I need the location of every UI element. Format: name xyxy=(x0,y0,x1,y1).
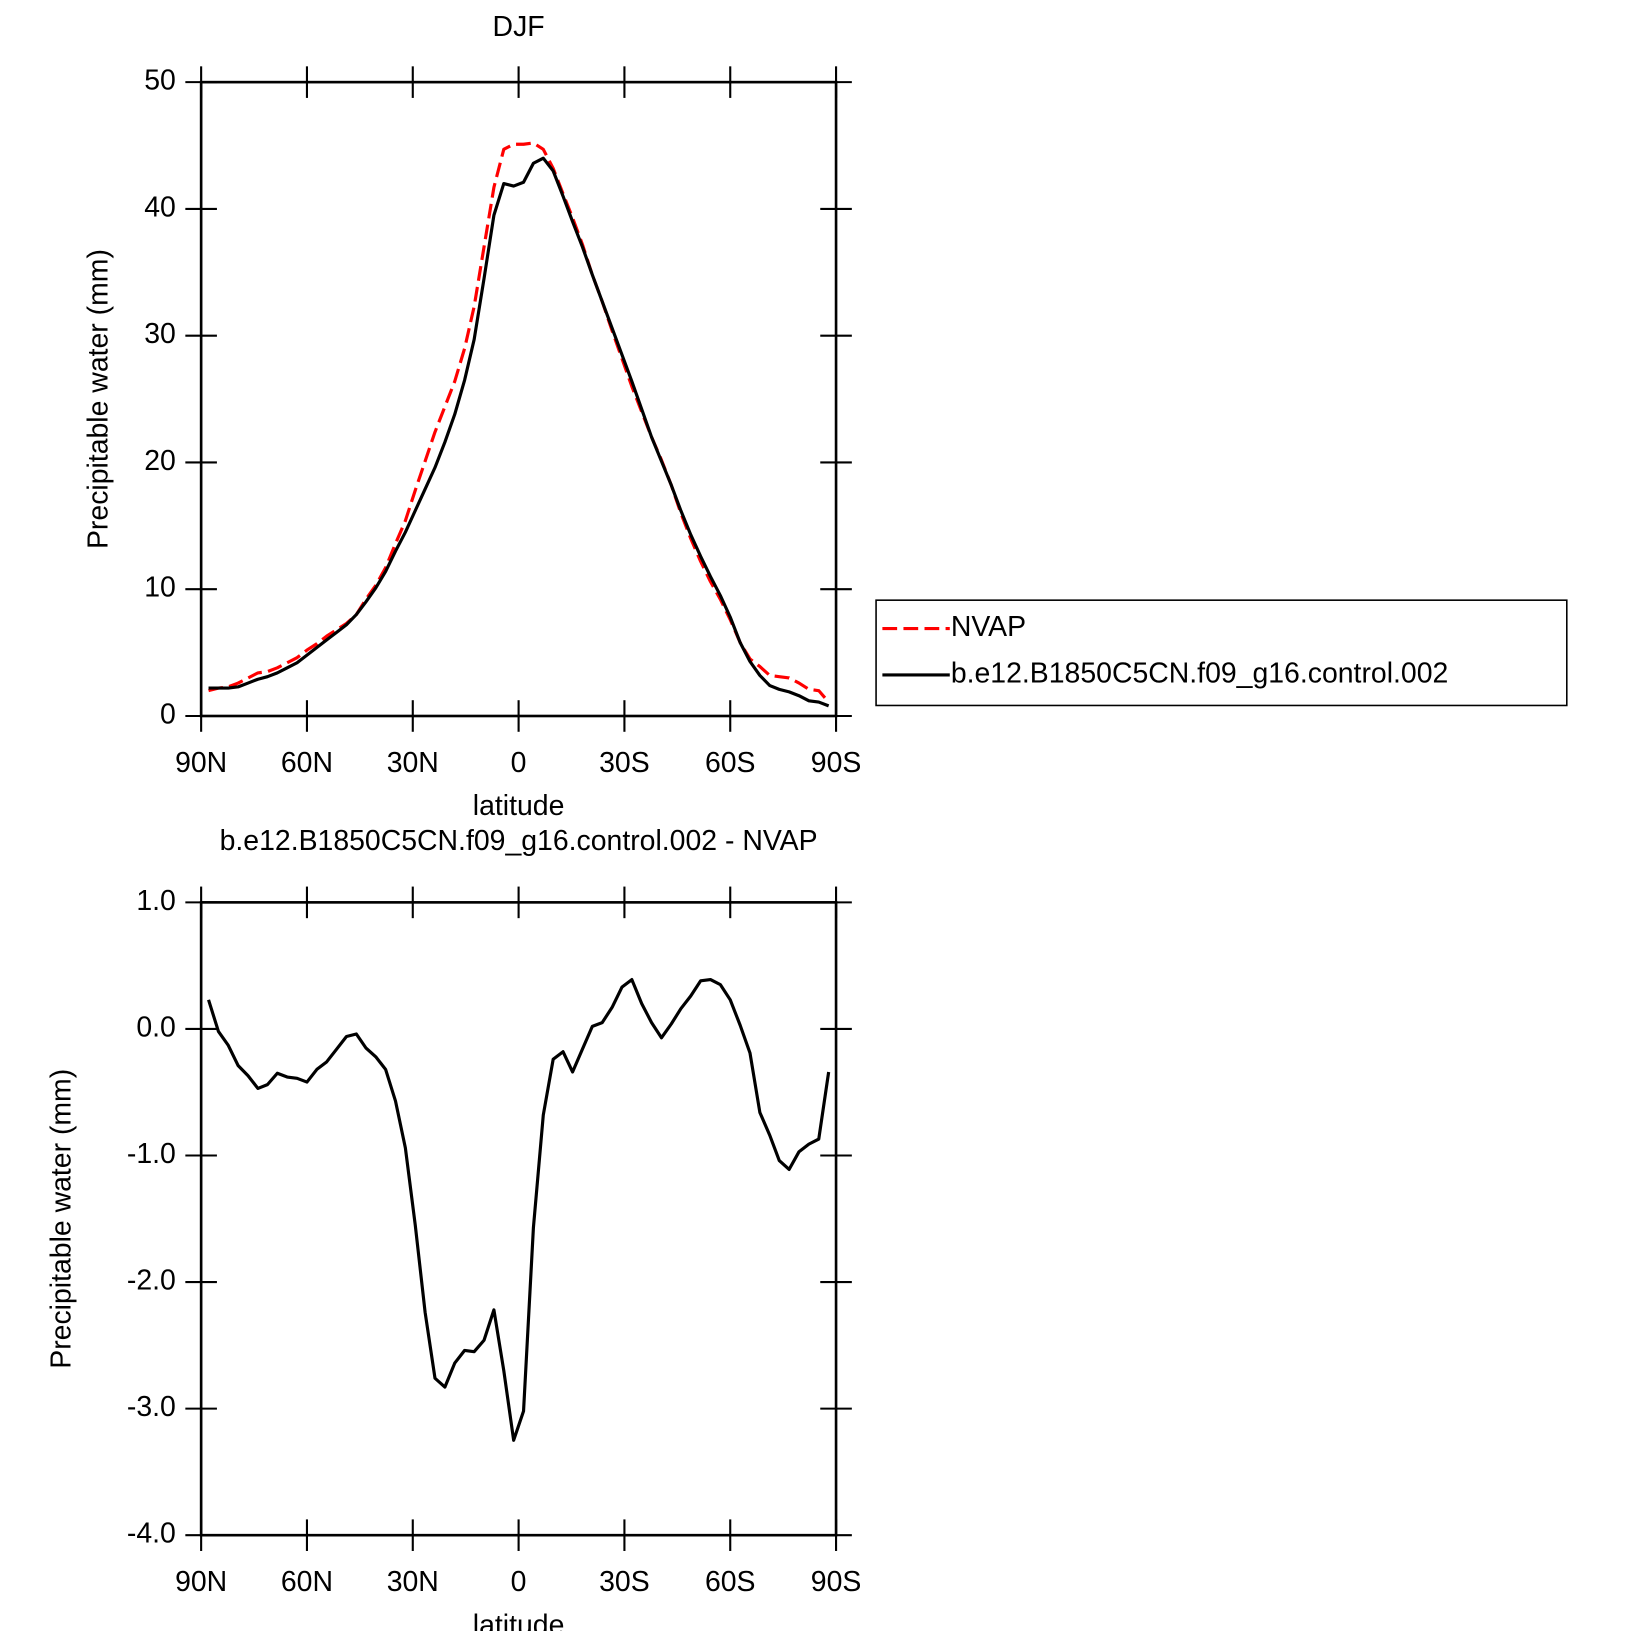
y-tick-label: 0 xyxy=(160,698,176,730)
x-tick-label: 60N xyxy=(281,1566,333,1598)
x-tick-label: 30S xyxy=(599,747,650,779)
x-tick-label: 30N xyxy=(387,747,439,779)
y-tick-label: 0.0 xyxy=(136,1011,175,1043)
x-tick-label: 90N xyxy=(175,1566,227,1598)
y-tick-label: 1.0 xyxy=(136,885,175,917)
data-line xyxy=(208,141,830,704)
y-tick-label: 10 xyxy=(144,572,176,604)
x-tick-label: 30N xyxy=(387,1566,439,1598)
x-axis-label: latitude xyxy=(473,1609,565,1631)
legend-label: b.e12.B1850C5CN.f09_g16.control.002 xyxy=(951,657,1448,689)
x-tick-label: 90S xyxy=(811,747,862,779)
y-axis-label: Precipitable water (mm) xyxy=(46,1069,78,1369)
y-tick-label: 40 xyxy=(144,191,176,223)
y-tick-label: -2.0 xyxy=(127,1265,176,1297)
chart-title: b.e12.B1850C5CN.f09_g16.control.002 - NV… xyxy=(220,825,818,857)
x-tick-label: 60S xyxy=(705,1566,756,1598)
chart-title: DJF xyxy=(493,11,545,43)
data-line xyxy=(207,977,831,1442)
y-tick-label: -4.0 xyxy=(127,1518,176,1550)
legend-label: NVAP xyxy=(951,611,1026,643)
x-axis-label: latitude xyxy=(473,790,565,822)
legend-box xyxy=(875,599,1568,707)
plot-frame xyxy=(199,901,838,1537)
x-tick-label: 60N xyxy=(281,747,333,779)
data-line xyxy=(208,156,830,708)
x-tick-label: 90S xyxy=(811,1566,862,1598)
y-tick-label: -3.0 xyxy=(127,1391,176,1423)
y-axis-label: Precipitable water (mm) xyxy=(83,249,115,549)
x-tick-label: 0 xyxy=(511,747,527,779)
y-tick-label: 30 xyxy=(144,318,176,350)
x-tick-label: 30S xyxy=(599,1566,650,1598)
x-tick-label: 90N xyxy=(175,747,227,779)
y-tick-label: 50 xyxy=(144,65,176,97)
x-tick-label: 60S xyxy=(705,747,756,779)
x-tick-label: 0 xyxy=(511,1566,527,1598)
y-tick-label: 20 xyxy=(144,445,176,477)
y-tick-label: -1.0 xyxy=(127,1138,176,1170)
plot-frame xyxy=(199,80,838,718)
